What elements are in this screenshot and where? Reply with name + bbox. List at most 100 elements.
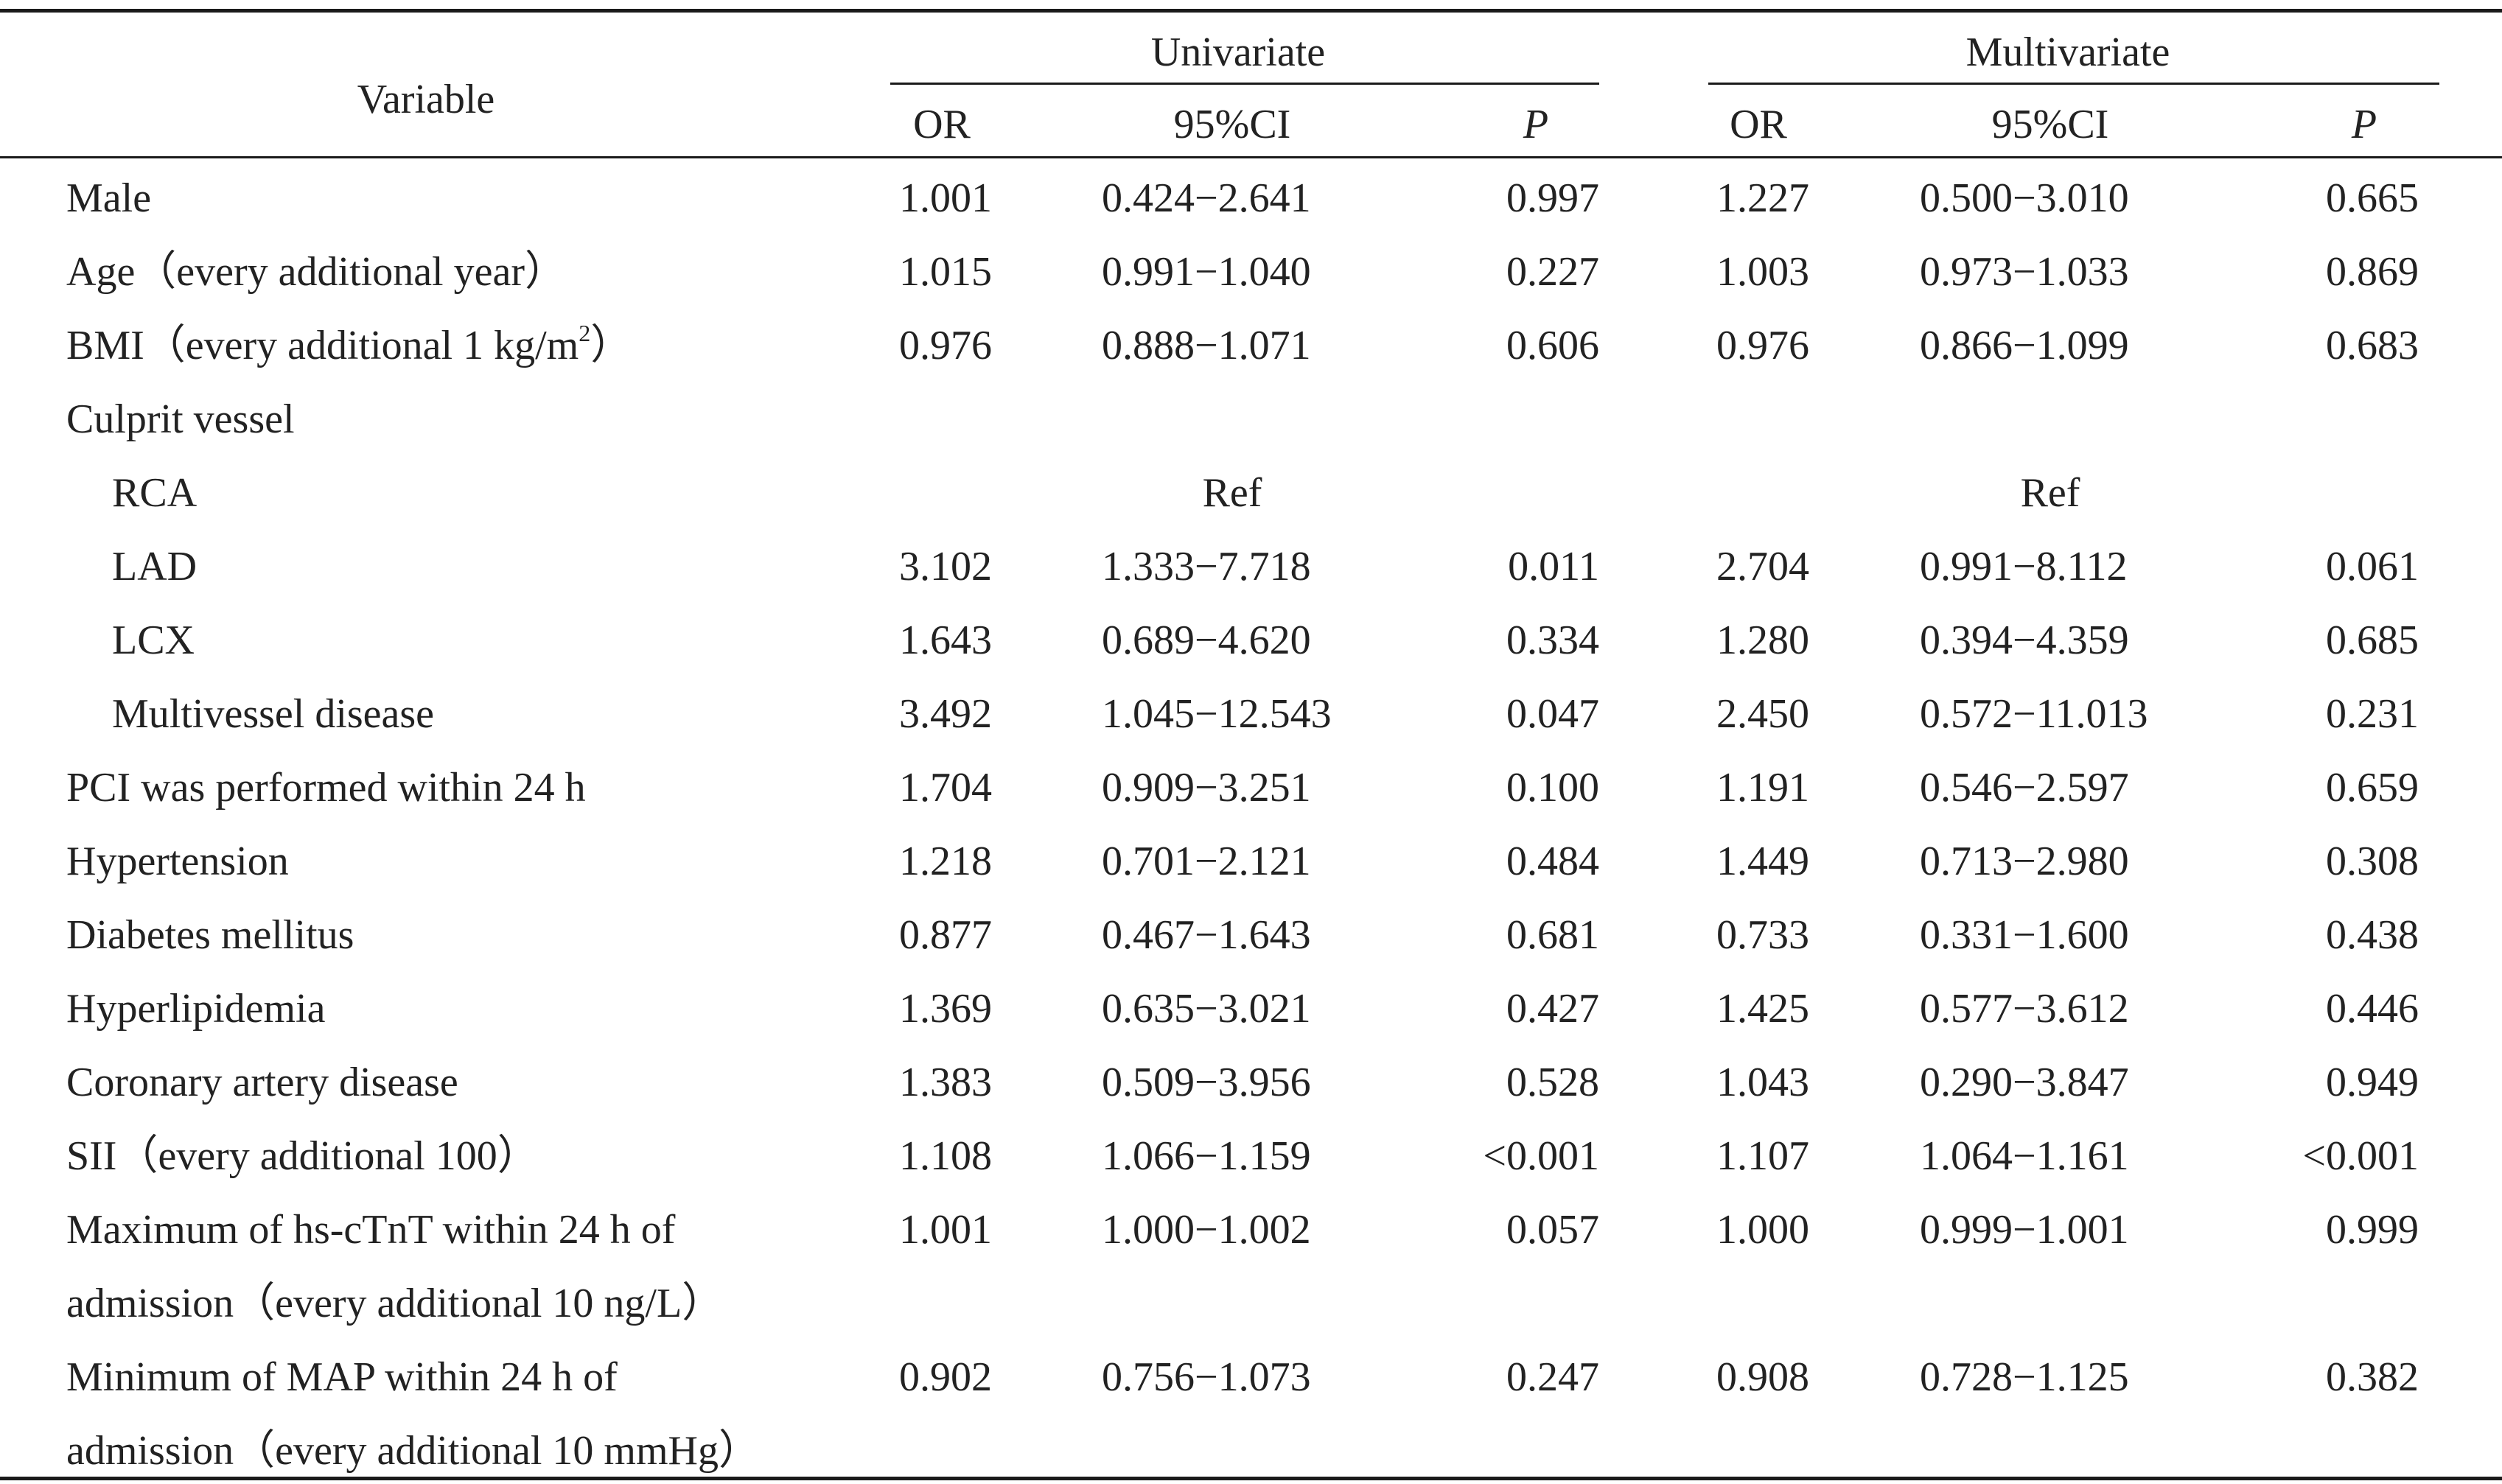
univariate-ci-cell: 0.509−3.956 — [1102, 1060, 1311, 1105]
univariate-or-cell: 3.102 — [899, 544, 992, 589]
univariate-p-cell: 0.247 — [1506, 1354, 1599, 1400]
univariate-p-cell: 0.681 — [1506, 912, 1599, 958]
multivariate-ci-cell: 0.713−2.980 — [1920, 839, 2129, 884]
multivariate-or-cell: 1.425 — [1716, 986, 1809, 1032]
header-univariate-p: P — [1523, 102, 1549, 147]
multivariate-p-cell: 0.869 — [2326, 249, 2419, 295]
multivariate-or-cell: 1.107 — [1716, 1133, 1809, 1179]
multivariate-ci-cell: 0.331−1.600 — [1920, 912, 2129, 958]
univariate-or-cell: 1.015 — [899, 249, 992, 295]
multivariate-p-cell: 0.659 — [2326, 765, 2419, 811]
row-label-tail: ） — [590, 323, 632, 368]
row-label: Coronary artery disease — [66, 1057, 458, 1108]
row-label-text: Coronary artery disease — [66, 1060, 458, 1105]
multivariate-or-cell: 2.450 — [1716, 691, 1809, 737]
multivariate-p-cell: <0.001 — [2302, 1133, 2419, 1179]
row-label: Male — [66, 172, 151, 224]
multivariate-p-cell: 0.382 — [2326, 1354, 2419, 1400]
multivariate-or-cell: 1.043 — [1716, 1060, 1809, 1105]
row-label: admission（every additional 10 mmHg） — [66, 1425, 760, 1477]
univariate-or-cell: 1.001 — [899, 175, 992, 221]
multivariate-ref-cell: Ref — [2020, 470, 2080, 516]
univariate-p-cell: 0.100 — [1506, 765, 1599, 811]
multivariate-or-cell: 1.003 — [1716, 249, 1809, 295]
row-label: Minimum of MAP within 24 h of — [66, 1351, 618, 1403]
univariate-ci-cell: 0.424−2.641 — [1102, 175, 1311, 221]
header-multivariate-ci: 95%CI — [1991, 102, 2109, 147]
row-label: SII（every additional 100） — [66, 1130, 539, 1182]
univariate-ci-cell: 1.066−1.159 — [1102, 1133, 1311, 1179]
row-label-text: admission（every additional 10 ng/L） — [66, 1281, 724, 1326]
univariate-or-cell: 3.492 — [899, 691, 992, 737]
univariate-or-cell: 1.383 — [899, 1060, 992, 1105]
multivariate-p-cell: 0.231 — [2326, 691, 2419, 737]
multivariate-or-cell: 1.227 — [1716, 175, 1809, 221]
multivariate-or-cell: 1.280 — [1716, 617, 1809, 663]
univariate-p-cell: 0.057 — [1506, 1207, 1599, 1253]
univariate-or-cell: 0.902 — [899, 1354, 992, 1400]
row-label-text: Minimum of MAP within 24 h of — [66, 1354, 618, 1400]
univariate-ci-cell: 0.756−1.073 — [1102, 1354, 1311, 1400]
row-label-text: Culprit vessel — [66, 396, 295, 442]
header-multivariate-p: P — [2351, 102, 2377, 147]
multivariate-ci-cell: 0.999−1.001 — [1920, 1207, 2129, 1253]
multivariate-ci-cell: 0.973−1.033 — [1920, 249, 2129, 295]
univariate-span-rule — [890, 83, 1599, 85]
row-label-text: Diabetes mellitus — [66, 912, 354, 958]
multivariate-p-cell: 0.683 — [2326, 323, 2419, 368]
row-label-text: BMI（every additional 1 kg/m — [66, 323, 579, 368]
univariate-p-cell: 0.997 — [1506, 175, 1599, 221]
univariate-p-cell: 0.227 — [1506, 249, 1599, 295]
univariate-ci-cell: 0.909−3.251 — [1102, 765, 1311, 811]
multivariate-p-cell: 0.446 — [2326, 986, 2419, 1032]
header-bottom-rule — [0, 156, 2502, 158]
univariate-p-cell: 0.334 — [1506, 617, 1599, 663]
multivariate-or-cell: 1.449 — [1716, 839, 1809, 884]
univariate-p-cell: 0.427 — [1506, 986, 1599, 1032]
univariate-p-cell: 0.528 — [1506, 1060, 1599, 1105]
multivariate-p-cell: 0.308 — [2326, 839, 2419, 884]
multivariate-ci-cell: 0.577−3.612 — [1920, 986, 2129, 1032]
row-label: RCA — [112, 467, 197, 519]
row-label: admission（every additional 10 ng/L） — [66, 1278, 723, 1329]
header-univariate: Univariate — [1150, 29, 1326, 75]
univariate-ci-cell: 0.991−1.040 — [1102, 249, 1311, 295]
row-label-text: SII（every additional 100） — [66, 1133, 539, 1179]
row-label-text: LAD — [112, 544, 198, 589]
row-label: LCX — [112, 615, 195, 666]
row-label-text: Multivessel disease — [112, 691, 435, 737]
row-label: Hyperlipidemia — [66, 983, 325, 1035]
row-label: Culprit vessel — [66, 393, 295, 445]
univariate-or-cell: 0.976 — [899, 323, 992, 368]
multivariate-p-cell: 0.685 — [2326, 617, 2419, 663]
multivariate-or-cell: 1.000 — [1716, 1207, 1809, 1253]
header-univariate-ci: 95%CI — [1173, 102, 1291, 147]
row-label: Multivessel disease — [112, 688, 434, 740]
multivariate-or-cell: 2.704 — [1716, 544, 1809, 589]
multivariate-p-cell: 0.438 — [2326, 912, 2419, 958]
multivariate-p-cell: 0.061 — [2326, 544, 2419, 589]
multivariate-span-rule — [1708, 83, 2439, 85]
header-multivariate: Multivariate — [1965, 29, 2170, 75]
multivariate-ci-cell: 0.572−11.013 — [1920, 691, 2148, 737]
univariate-or-cell: 1.218 — [899, 839, 992, 884]
univariate-or-cell: 0.877 — [899, 912, 992, 958]
univariate-or-cell: 1.001 — [899, 1207, 992, 1253]
header-univariate-or: OR — [913, 102, 971, 147]
row-label-text: RCA — [112, 470, 198, 516]
multivariate-or-cell: 0.976 — [1716, 323, 1809, 368]
univariate-ci-cell: 0.888−1.071 — [1102, 323, 1311, 368]
row-label: Maximum of hs-cTnT within 24 h of — [66, 1204, 675, 1256]
row-label-text: Male — [66, 175, 152, 221]
univariate-ci-cell: 0.701−2.121 — [1102, 839, 1311, 884]
multivariate-ci-cell: 0.500−3.010 — [1920, 175, 2129, 221]
multivariate-ci-cell: 0.991−8.112 — [1920, 544, 2128, 589]
univariate-p-cell: 0.047 — [1506, 691, 1599, 737]
row-label: BMI（every additional 1 kg/m2） — [66, 320, 632, 371]
multivariate-ci-cell: 0.866−1.099 — [1920, 323, 2129, 368]
multivariate-ci-cell: 0.394−4.359 — [1920, 617, 2129, 663]
univariate-ci-cell: 1.000−1.002 — [1102, 1207, 1311, 1253]
row-label: Hypertension — [66, 836, 289, 887]
univariate-or-cell: 1.643 — [899, 617, 992, 663]
